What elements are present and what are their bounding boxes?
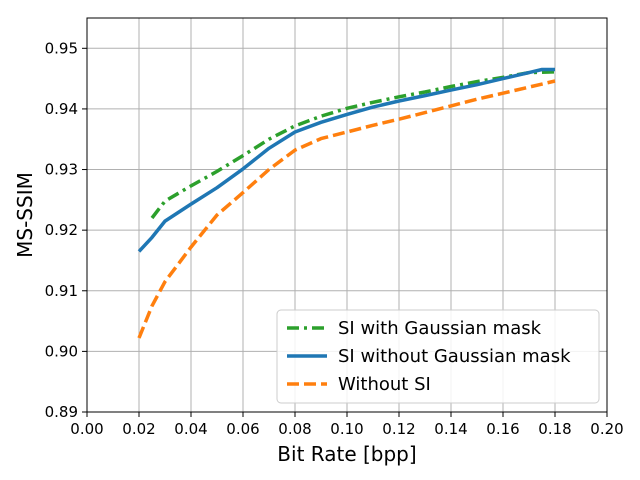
axis-ticks	[82, 47, 608, 417]
x-tick-label: 0.12	[382, 420, 415, 438]
y-tick-label: 0.91	[45, 282, 78, 300]
legend-label: Without SI	[338, 374, 431, 395]
y-tick-label: 0.95	[45, 39, 78, 57]
series-line-si-without-gaussian-mask	[137, 67, 555, 253]
legend-box	[276, 309, 600, 404]
x-tick-label: 0.08	[278, 420, 311, 438]
tick-labels: 0.00 0.02 0.04 0.06 0.08 0.10 0.12 0.14 0.16 0.18…	[45, 39, 624, 438]
y-axis-title: MS-SSIM	[13, 172, 37, 258]
legend-label: SI with Gaussian mask	[338, 318, 542, 339]
x-tick-label: 0.20	[590, 420, 623, 438]
x-tick-label: 0.04	[174, 420, 207, 438]
series-line-si-with-gaussian-mask	[150, 70, 556, 220]
x-tick-label: 0.16	[486, 420, 519, 438]
series-lines	[137, 67, 556, 339]
y-tick-label: 0.89	[45, 403, 78, 421]
x-tick-label: 0.02	[122, 420, 155, 438]
legend: SI with Gaussian mask SI without Gaussian…	[276, 309, 600, 404]
x-tick-label: 0.06	[226, 420, 259, 438]
x-axis-title: Bit Rate [bpp]	[277, 442, 416, 466]
y-tick-label: 0.90	[45, 342, 78, 360]
y-tick-label: 0.94	[45, 100, 78, 118]
series-line-without-si	[137, 79, 556, 339]
x-tick-label: 0.10	[330, 420, 363, 438]
x-tick-label: 0.00	[70, 420, 103, 438]
x-tick-label: 0.18	[538, 420, 571, 438]
legend-label: SI without Gaussian mask	[338, 346, 571, 367]
y-tick-label: 0.92	[45, 221, 78, 239]
y-tick-label: 0.93	[45, 161, 78, 179]
x-tick-label: 0.14	[434, 420, 467, 438]
